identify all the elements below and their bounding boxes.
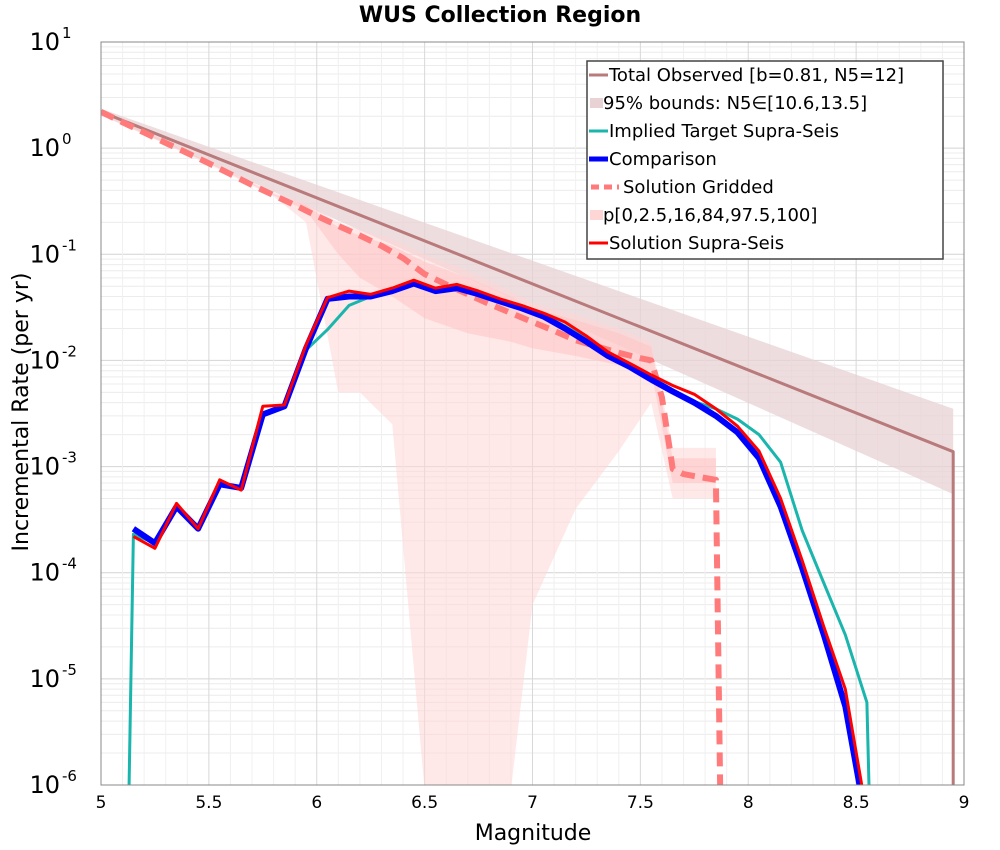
- legend-label: Solution Supra-Seis: [609, 233, 784, 254]
- legend-swatch: [590, 210, 603, 220]
- x-tick-label: 6: [311, 793, 322, 813]
- x-tick-label: 7.5: [627, 793, 654, 813]
- plot-frame: [100, 41, 965, 786]
- series-line-total-observed: [101, 110, 955, 785]
- legend-box: [586, 60, 944, 260]
- x-ticks: 5 5.5 6 6.5 7 7.5 8 8.5 9: [96, 793, 970, 813]
- percentile-band-outer: [101, 109, 716, 785]
- series-line-solution-gridded: [101, 109, 724, 785]
- x-tick-label: 7: [527, 793, 538, 813]
- legend-label: Comparison: [609, 149, 717, 170]
- y-tick-label: 10 -4: [29, 555, 77, 587]
- y-tick-exponent: -6: [62, 767, 77, 785]
- y-tick-base: 10: [29, 28, 60, 56]
- y-tick-exponent: 1: [62, 24, 72, 42]
- y-tick-exponent: -3: [62, 449, 77, 467]
- x-tick-label: 6.5: [411, 793, 438, 813]
- legend-label: p[0,2.5,16,84,97.5,100]: [603, 205, 817, 226]
- y-tick-base: 10: [29, 453, 60, 481]
- y-axis-label: Incremental Rate (per yr): [9, 273, 34, 552]
- y-tick-base: 10: [29, 134, 60, 162]
- y-tick-label: 10 -2: [29, 342, 77, 374]
- legend-item-percentiles: p[0,2.5,16,84,97.5,100]: [590, 205, 817, 226]
- y-tick-label: 10 -3: [29, 449, 77, 481]
- legend-label: Solution Gridded: [623, 177, 774, 198]
- y-tick-label: 10 -1: [29, 236, 77, 268]
- series-lines: [101, 109, 955, 785]
- legend: Total Observed [b=0.81, N5=12] 95% bounds…: [586, 60, 944, 260]
- x-tick-label: 5: [96, 793, 107, 813]
- y-tick-label: 10 -6: [29, 767, 77, 799]
- legend-item-implied-target: Implied Target Supra-Seis: [589, 121, 839, 142]
- y-tick-exponent: -1: [62, 236, 77, 254]
- y-tick-exponent: 0: [62, 130, 72, 148]
- percentile-band-inner: [101, 110, 716, 484]
- y-tick-base: 10: [29, 240, 60, 268]
- x-tick-label: 5.5: [195, 793, 222, 813]
- series-line-solution-supra: [132, 278, 864, 785]
- chart-title: WUS Collection Region: [359, 3, 641, 28]
- legend-item-total-observed: Total Observed [b=0.81, N5=12]: [589, 65, 904, 86]
- y-tick-label: 10 1: [29, 24, 71, 56]
- legend-item-comparison: Comparison: [589, 149, 717, 170]
- y-tick-base: 10: [29, 346, 60, 374]
- band-fills: [101, 108, 954, 785]
- y-tick-exponent: -2: [62, 342, 77, 360]
- y-tick-exponent: -4: [62, 555, 77, 573]
- legend-item-solution-supra: Solution Supra-Seis: [589, 233, 784, 254]
- y-tick-label: 10 -5: [29, 661, 77, 693]
- x-tick-label: 8: [743, 793, 754, 813]
- legend-swatch: [590, 98, 603, 108]
- x-axis-label: Magnitude: [475, 821, 592, 846]
- y-tick-base: 10: [29, 559, 60, 587]
- x-tick-label: 8.5: [843, 793, 870, 813]
- legend-label: Total Observed [b=0.81, N5=12]: [608, 65, 904, 86]
- y-tick-base: 10: [29, 771, 60, 799]
- legend-label: Implied Target Supra-Seis: [609, 121, 839, 142]
- y-tick-label: 10 0: [29, 130, 71, 162]
- legend-item-solution-gridded: Solution Gridded: [591, 177, 774, 198]
- legend-item-bounds: 95% bounds: N5∈[10.6,13.5]: [590, 93, 867, 114]
- y-tick-base: 10: [29, 665, 60, 693]
- y-tick-exponent: -5: [62, 661, 77, 679]
- legend-label: 95% bounds: N5∈[10.6,13.5]: [603, 93, 867, 114]
- x-tick-label: 9: [959, 793, 970, 813]
